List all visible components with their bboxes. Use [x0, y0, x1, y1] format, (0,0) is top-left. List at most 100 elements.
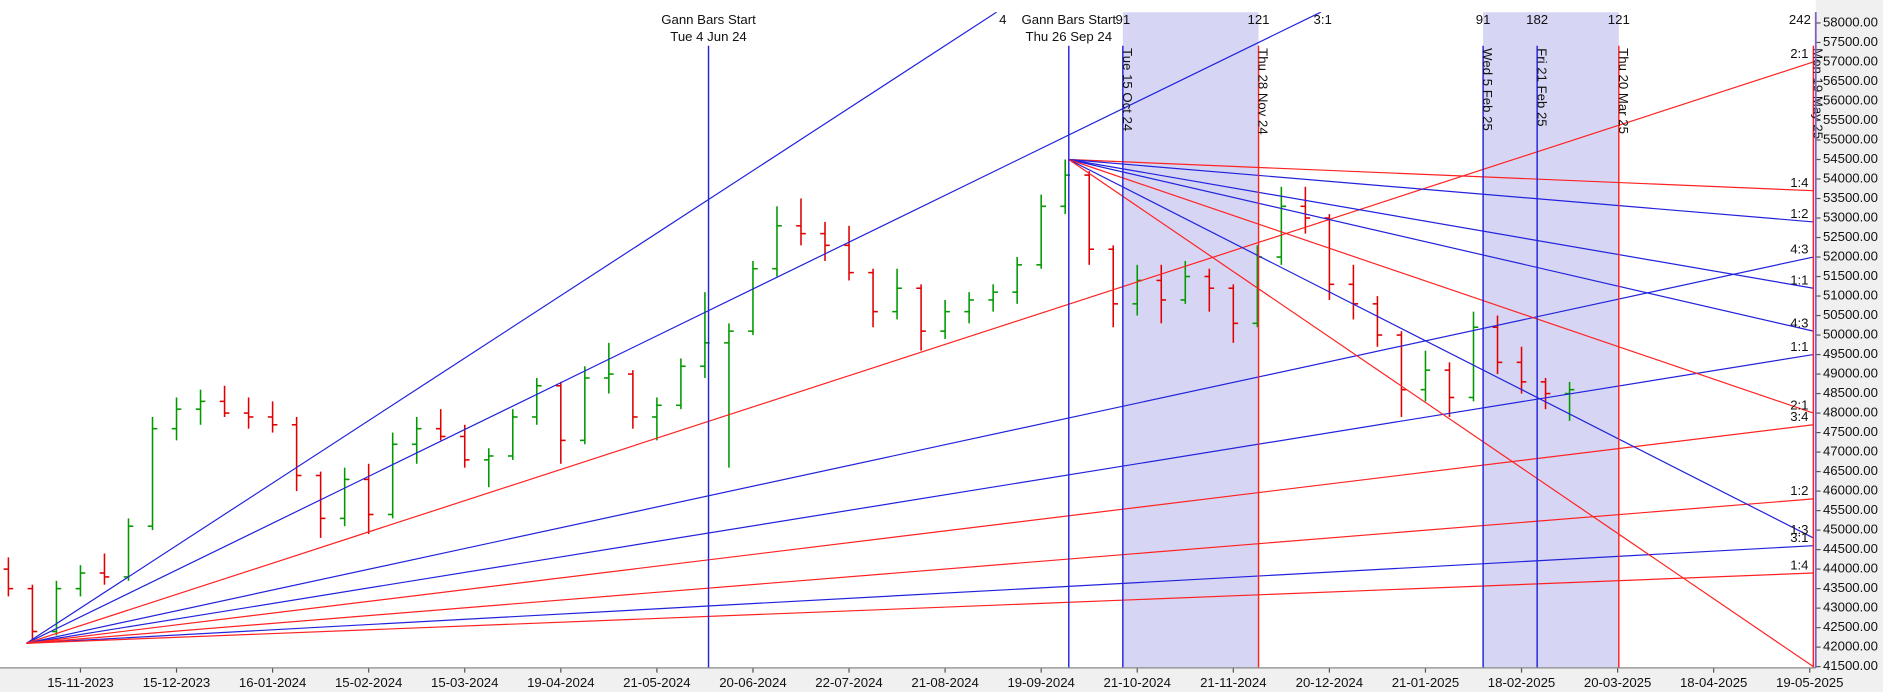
gann-lines — [26, 12, 1814, 668]
marker-date: Mon 19 May 25 — [1810, 48, 1825, 139]
ohlc-bar — [411, 416, 422, 464]
ohlc-bar — [1180, 260, 1191, 304]
gann-line — [26, 12, 998, 644]
gann-line-label: 4:3 — [1790, 241, 1808, 256]
gann-line — [26, 353, 1814, 644]
gann-line — [26, 256, 1814, 644]
gann-line — [1068, 158, 1814, 223]
x-tick-label: 16-01-2024 — [239, 675, 306, 690]
y-tick-label: 41500.00 — [1823, 658, 1878, 673]
gann-line — [26, 498, 1814, 644]
x-tick-label: 21-11-2024 — [1200, 675, 1266, 690]
ohlc-bar — [195, 389, 206, 425]
y-tick-label: 47000.00 — [1823, 444, 1878, 459]
ohlc-bar — [748, 260, 758, 336]
y-tick-label: 42000.00 — [1823, 639, 1878, 654]
ohlc-bar — [772, 206, 782, 277]
shading-layer — [1122, 12, 1619, 668]
gann-line-label: 1:2 — [1790, 483, 1808, 498]
ohlc-bar — [628, 370, 638, 429]
y-tick-label: 54500.00 — [1823, 151, 1878, 166]
y-tick-label: 45500.00 — [1823, 502, 1878, 517]
ohlc-bar — [147, 416, 158, 531]
ohlc-bar — [75, 565, 86, 597]
marker-date: Tue 4 Jun 24 — [670, 29, 747, 44]
y-tick-label: 53500.00 — [1823, 190, 1878, 205]
x-tick-label: 18-02-2025 — [1488, 675, 1555, 690]
y-tick-label: 57000.00 — [1823, 53, 1878, 68]
x-tick-label: 19-05-2025 — [1776, 675, 1843, 690]
y-tick-label: 48000.00 — [1823, 405, 1878, 420]
y-tick-label: 50000.00 — [1823, 327, 1878, 342]
y-tick-label: 55500.00 — [1823, 112, 1878, 127]
ohlc-bar — [844, 225, 854, 281]
y-tick-label: 49500.00 — [1823, 346, 1878, 361]
y-tick-label: 43500.00 — [1823, 580, 1878, 595]
ohlc-bar — [1108, 245, 1119, 328]
marker-title: Gann Bars Start — [661, 12, 756, 27]
ohlc-bar — [3, 557, 14, 597]
ohlc-bar — [387, 432, 398, 519]
y-tick-label: 45000.00 — [1823, 522, 1878, 537]
gann-line-label: 3:4 — [1790, 409, 1808, 424]
marker-date: Thu 26 Sep 24 — [1026, 29, 1113, 44]
ohlc-bar — [892, 268, 902, 320]
x-tick-label: 21-08-2024 — [911, 675, 978, 690]
x-axis-panel — [0, 667, 1883, 692]
x-tick-label: 15-02-2024 — [335, 675, 402, 690]
y-tick-label: 55000.00 — [1823, 131, 1878, 146]
y-tick-label: 51500.00 — [1823, 268, 1878, 283]
marker-date: Fri 21 Feb 25 — [1534, 48, 1549, 126]
ohlc-bar — [507, 409, 518, 460]
gann-line — [1068, 158, 1814, 192]
ohlc-bar — [1516, 346, 1527, 394]
y-tick-label: 57500.00 — [1823, 34, 1878, 49]
gann-line — [26, 424, 1814, 644]
x-tick-label: 19-09-2024 — [1007, 675, 1074, 690]
ohlc-bar — [483, 448, 494, 488]
gann-line-label: 2:1 — [1790, 46, 1808, 61]
x-tick-label: 15-03-2024 — [431, 675, 498, 690]
y-tick-label: 42500.00 — [1823, 619, 1878, 634]
gann-line-label: 3:1 — [1790, 530, 1808, 545]
y-tick-label: 52500.00 — [1823, 229, 1878, 244]
ohlc-bar — [1204, 268, 1215, 312]
ohlc-bar — [291, 416, 302, 492]
ohlc-bar — [1420, 350, 1431, 402]
y-tick-label: 51000.00 — [1823, 288, 1878, 303]
ohlc-bar — [243, 397, 254, 429]
marker-title: Gann Bars Start — [1022, 12, 1117, 27]
shaded-region — [1122, 12, 1259, 668]
shaded-region — [1483, 12, 1619, 668]
ohlc-bar — [724, 323, 734, 468]
ohlc-bar — [1372, 296, 1383, 347]
ohlc-bar — [1468, 311, 1479, 402]
gann-line — [26, 12, 1322, 644]
x-tick-label: 15-12-2023 — [143, 675, 210, 690]
y-tick-label: 47500.00 — [1823, 424, 1878, 439]
ohlc-bar — [676, 358, 686, 410]
ohlc-bar — [868, 268, 878, 328]
marker-count: 91 — [1115, 12, 1130, 27]
y-tick-label: 53000.00 — [1823, 209, 1878, 224]
gann-line-label: 1:4 — [1790, 557, 1808, 572]
ohlc-bar — [1228, 284, 1239, 343]
ohlc-bar — [556, 381, 566, 464]
x-tick-label: 22-07-2024 — [815, 675, 882, 690]
ohlc-bar — [1348, 264, 1359, 320]
y-tick-label: 50500.00 — [1823, 307, 1878, 322]
ohlc-bar — [940, 299, 950, 339]
y-tick-label: 44500.00 — [1823, 541, 1878, 556]
gann-line — [26, 572, 1814, 644]
y-tick-label: 44000.00 — [1823, 561, 1878, 576]
x-tick-label: 21-01-2025 — [1392, 675, 1459, 690]
marker-count: 121 — [1608, 12, 1630, 27]
ohlc-bar — [363, 463, 374, 535]
ohlc-bar — [315, 471, 326, 538]
y-tick-label: 56500.00 — [1823, 73, 1878, 88]
marker-count: 121 — [1248, 12, 1270, 27]
gann-line — [1068, 158, 1814, 289]
ohlc-bar — [1036, 194, 1046, 269]
x-tick-label: 21-10-2024 — [1104, 675, 1171, 690]
gann-line-label: 3:1 — [1314, 12, 1332, 27]
